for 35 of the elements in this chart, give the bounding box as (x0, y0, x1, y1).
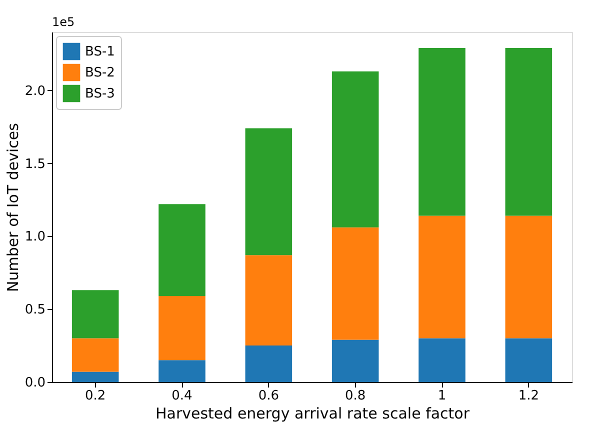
bar (245, 128, 292, 256)
y-tick-label: 0.5 (24, 302, 46, 318)
x-tick-label: 0.8 (344, 388, 366, 404)
legend-label: BS-1 (85, 44, 115, 60)
bar (505, 48, 552, 216)
x-tick-label: 0.4 (172, 388, 192, 404)
bar (418, 216, 466, 338)
x-tick-label: 0.6 (258, 388, 280, 404)
bar (72, 290, 119, 338)
x-tick-label: 1 (438, 388, 446, 404)
bar (72, 372, 119, 382)
bar (505, 338, 552, 382)
y-tick-label: 1.5 (24, 156, 46, 172)
bar (505, 216, 552, 338)
y-tick-label: 1.0 (24, 230, 46, 245)
bar (418, 48, 466, 216)
bar (158, 296, 206, 360)
text: 1e5 (52, 15, 75, 29)
y-tick-label: 0.0 (24, 376, 46, 390)
x-tick-label: 1.2 (518, 388, 540, 404)
bar (72, 338, 119, 372)
bar (245, 255, 292, 346)
bar (332, 227, 379, 340)
bar (332, 71, 379, 228)
bar (245, 346, 292, 382)
x-axis-title: Harvested energy arrival rate scale factor (155, 404, 470, 422)
bar (332, 340, 379, 382)
x-tick-label: 0.2 (84, 388, 106, 404)
bar (158, 360, 206, 382)
y-axis-title: Number of IoT devices (4, 122, 22, 292)
legend-label: BS-3 (85, 86, 115, 102)
bar (158, 204, 206, 296)
bar (418, 338, 466, 382)
y-tick-label: 2.0 (24, 84, 46, 99)
legend-label: BS-2 (85, 66, 115, 80)
